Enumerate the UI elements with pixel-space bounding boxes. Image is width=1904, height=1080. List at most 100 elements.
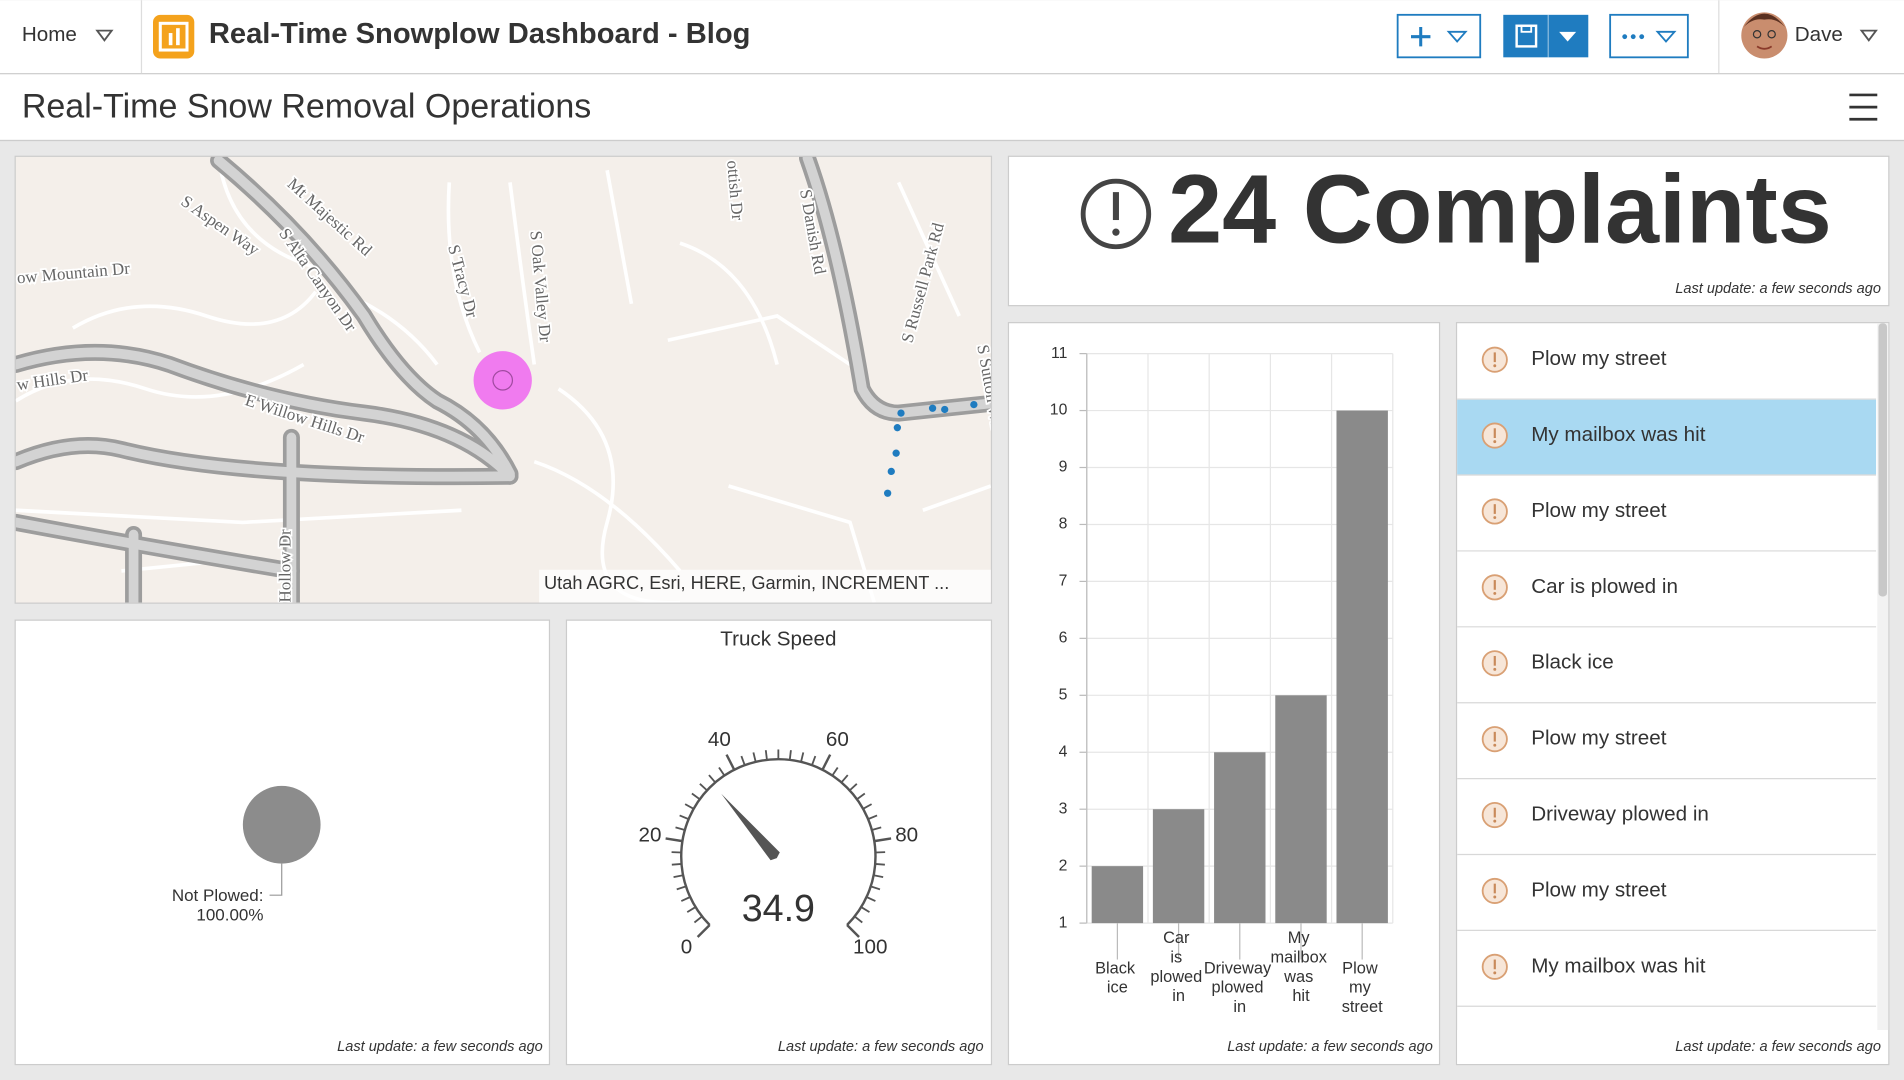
dashboard-title: Real-Time Snow Removal Operations — [22, 87, 591, 125]
y-tick-label: 4 — [1059, 743, 1068, 760]
bar[interactable] — [1214, 752, 1266, 924]
bar-chart: 1 2 3 4 5 6 7 8 9 10 11 Black ice Car is plowed inDr… — [1050, 345, 1394, 1017]
indicator-label: Complaints — [1303, 154, 1832, 263]
x-tick-label: Plow my street — [1342, 960, 1383, 1017]
gauge-minor-tick — [718, 766, 726, 777]
list-icon — [1493, 971, 1497, 975]
more-button[interactable] — [1609, 13, 1689, 59]
list-item[interactable] — [1457, 855, 1876, 930]
gauge-minor-tick — [740, 755, 746, 766]
street-label: Hollow Dr — [275, 529, 294, 603]
gauge-minor-tick — [867, 814, 878, 820]
map-attribution: Utah AGRC, Esri, HERE, Garmin, INCREMENT… — [544, 573, 949, 593]
pie-value-label: 100.00% — [196, 905, 263, 924]
last-update: Last update: a few seconds ago — [337, 1039, 543, 1055]
list-icon — [1493, 364, 1497, 368]
pie-label: Not Plowed: — [172, 886, 264, 905]
gauge-minor-tick — [873, 874, 884, 879]
gauge-minor-tick — [686, 906, 697, 913]
menu-button[interactable] — [1849, 93, 1878, 121]
list-item-text: Plow my street — [1531, 499, 1667, 522]
y-tick-label: 3 — [1059, 800, 1068, 817]
list-item[interactable] — [1457, 627, 1876, 702]
gauge-major-tick — [696, 924, 711, 938]
bar[interactable] — [1152, 809, 1205, 924]
scrollbar[interactable] — [1877, 323, 1889, 1030]
plow-track — [884, 400, 978, 497]
list-item-text: Plow my street — [1531, 727, 1667, 750]
gauge-minor-tick — [871, 826, 882, 831]
list-icon — [1493, 516, 1497, 519]
list-item-text: Plow my street — [1531, 347, 1667, 370]
save-button[interactable] — [1503, 14, 1589, 58]
complaint-marker[interactable] — [473, 351, 532, 410]
gauge-minor-tick — [693, 915, 703, 924]
gauge-minor-tick — [856, 792, 866, 800]
list-item[interactable] — [1457, 324, 1876, 399]
gauge-minor-tick — [684, 803, 695, 810]
pie-chart: Not Plowed:100.00% — [172, 785, 321, 924]
last-update: Last update: a few seconds ago — [1227, 1039, 1433, 1055]
complaint-marker-icon — [492, 370, 514, 391]
x-tick-label: Car is plowed in — [1150, 929, 1206, 1005]
gauge-minor-tick — [708, 774, 716, 784]
app-icon — [153, 14, 195, 59]
gauge-minor-tick — [676, 885, 687, 891]
gauge-minor-tick — [671, 863, 682, 866]
list-item-text: My mailbox was hit — [1531, 954, 1705, 977]
gauge-minor-tick — [675, 826, 686, 831]
y-tick-label: 8 — [1059, 516, 1068, 533]
gauge-value: 34.9 — [742, 887, 815, 929]
gauge-minor-tick — [679, 814, 689, 820]
gauge-minor-tick — [752, 752, 757, 763]
last-update: Last update: a few seconds ago — [778, 1039, 984, 1055]
complaint-list: Plow my street My mailbox was hit Plow my … — [1457, 324, 1877, 1007]
gauge-minor-tick — [860, 906, 870, 913]
gauge-minor-tick — [849, 783, 858, 792]
list-icon — [1493, 819, 1497, 823]
avatar[interactable] — [1741, 12, 1788, 59]
gauge-panel — [565, 619, 993, 1066]
bar[interactable] — [1336, 410, 1388, 924]
gauge-minor-tick — [875, 863, 885, 866]
indicator-panel — [1007, 155, 1890, 307]
gauge-arc — [680, 757, 877, 926]
gauge-minor-tick — [764, 750, 768, 760]
gauge-minor-tick — [680, 896, 691, 902]
y-tick-label: 5 — [1059, 686, 1068, 703]
last-update: Last update: a few seconds ago — [1675, 281, 1881, 297]
attribution-bg — [539, 569, 991, 603]
gauge-minor-tick — [811, 755, 817, 766]
home-menu[interactable]: Home — [22, 23, 77, 46]
list-item-selected[interactable] — [1457, 399, 1877, 475]
y-tick-label: 7 — [1059, 573, 1068, 590]
add-button[interactable] — [1396, 13, 1482, 59]
bar[interactable] — [1091, 866, 1144, 924]
gauge-tick-label: 80 — [895, 823, 918, 846]
title-bar — [0, 74, 1904, 140]
gauge-minor-tick — [673, 874, 684, 879]
y-tick-label: 10 — [1050, 402, 1068, 419]
gauge-tick-label: 40 — [708, 728, 731, 751]
user-name[interactable]: Dave — [1795, 23, 1843, 46]
list-icon — [1493, 743, 1497, 747]
list-icon — [1493, 667, 1497, 671]
list-icon — [1493, 591, 1497, 595]
list-footer-bg — [1457, 1029, 1877, 1064]
scrollbar-thumb[interactable] — [1878, 323, 1888, 597]
list-item[interactable] — [1457, 703, 1876, 778]
gauge-minor-tick — [800, 752, 805, 763]
y-tick-label: 6 — [1059, 630, 1068, 647]
gauge-minor-tick — [788, 750, 792, 760]
y-tick-label: 9 — [1059, 459, 1068, 476]
gauge-title: Truck Speed — [720, 628, 836, 651]
caret[interactable] — [1859, 29, 1878, 42]
y-tick-label: 11 — [1051, 345, 1067, 362]
list-item[interactable] — [1457, 476, 1876, 551]
caret[interactable] — [95, 29, 114, 42]
gauge-minor-tick — [862, 803, 873, 810]
bar[interactable] — [1275, 695, 1327, 924]
leader-line — [269, 863, 283, 896]
gauge-major-tick — [874, 837, 892, 843]
y-tick-label: 2 — [1059, 857, 1068, 874]
